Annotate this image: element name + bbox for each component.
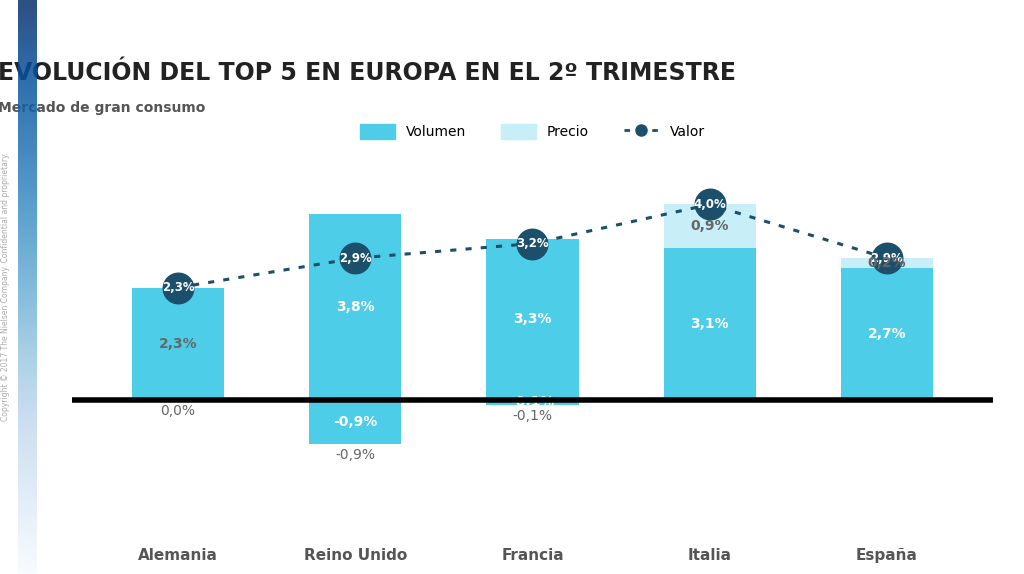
Bar: [309, 400, 401, 444]
Bar: [486, 239, 579, 400]
Text: 2,7%: 2,7%: [867, 327, 906, 341]
Text: EVOLUCIÓN DEL TOP 5 EN EUROPA EN EL 2º TRIMESTRE: EVOLUCIÓN DEL TOP 5 EN EUROPA EN EL 2º T…: [0, 61, 736, 85]
Text: -0,1%: -0,1%: [512, 409, 553, 422]
Bar: [486, 239, 579, 400]
Text: 2,9%: 2,9%: [870, 252, 903, 265]
Text: -0,9%: -0,9%: [335, 448, 375, 462]
Text: 2,3%: 2,3%: [159, 337, 198, 351]
Text: 3,1%: 3,1%: [690, 317, 729, 331]
Bar: [132, 288, 224, 400]
Text: 0,9%: 0,9%: [690, 219, 729, 234]
Bar: [309, 214, 401, 400]
Text: Mercado de gran consumo: Mercado de gran consumo: [0, 101, 206, 115]
Text: 4,0%: 4,0%: [693, 198, 726, 211]
Bar: [841, 268, 933, 400]
Bar: [841, 258, 933, 400]
Text: 0,2%: 0,2%: [867, 256, 906, 270]
Text: 0,0%: 0,0%: [161, 404, 196, 418]
Text: -0,1%: -0,1%: [510, 395, 555, 409]
Legend: Volumen, Precio, Valor: Volumen, Precio, Valor: [354, 119, 711, 145]
Bar: [664, 249, 756, 400]
Bar: [664, 204, 756, 400]
Text: 3,2%: 3,2%: [516, 237, 549, 250]
Text: 3,3%: 3,3%: [513, 312, 552, 326]
Text: 2,9%: 2,9%: [339, 252, 372, 265]
Text: -0,9%: -0,9%: [333, 415, 378, 429]
Text: 3,8%: 3,8%: [336, 300, 375, 314]
Bar: [132, 288, 224, 400]
Bar: [309, 214, 401, 400]
Bar: [486, 400, 579, 405]
Text: 2,3%: 2,3%: [162, 281, 195, 294]
Text: Copyright © 2017 The Nielsen Company. Confidential and proprietary.: Copyright © 2017 The Nielsen Company. Co…: [1, 153, 9, 421]
